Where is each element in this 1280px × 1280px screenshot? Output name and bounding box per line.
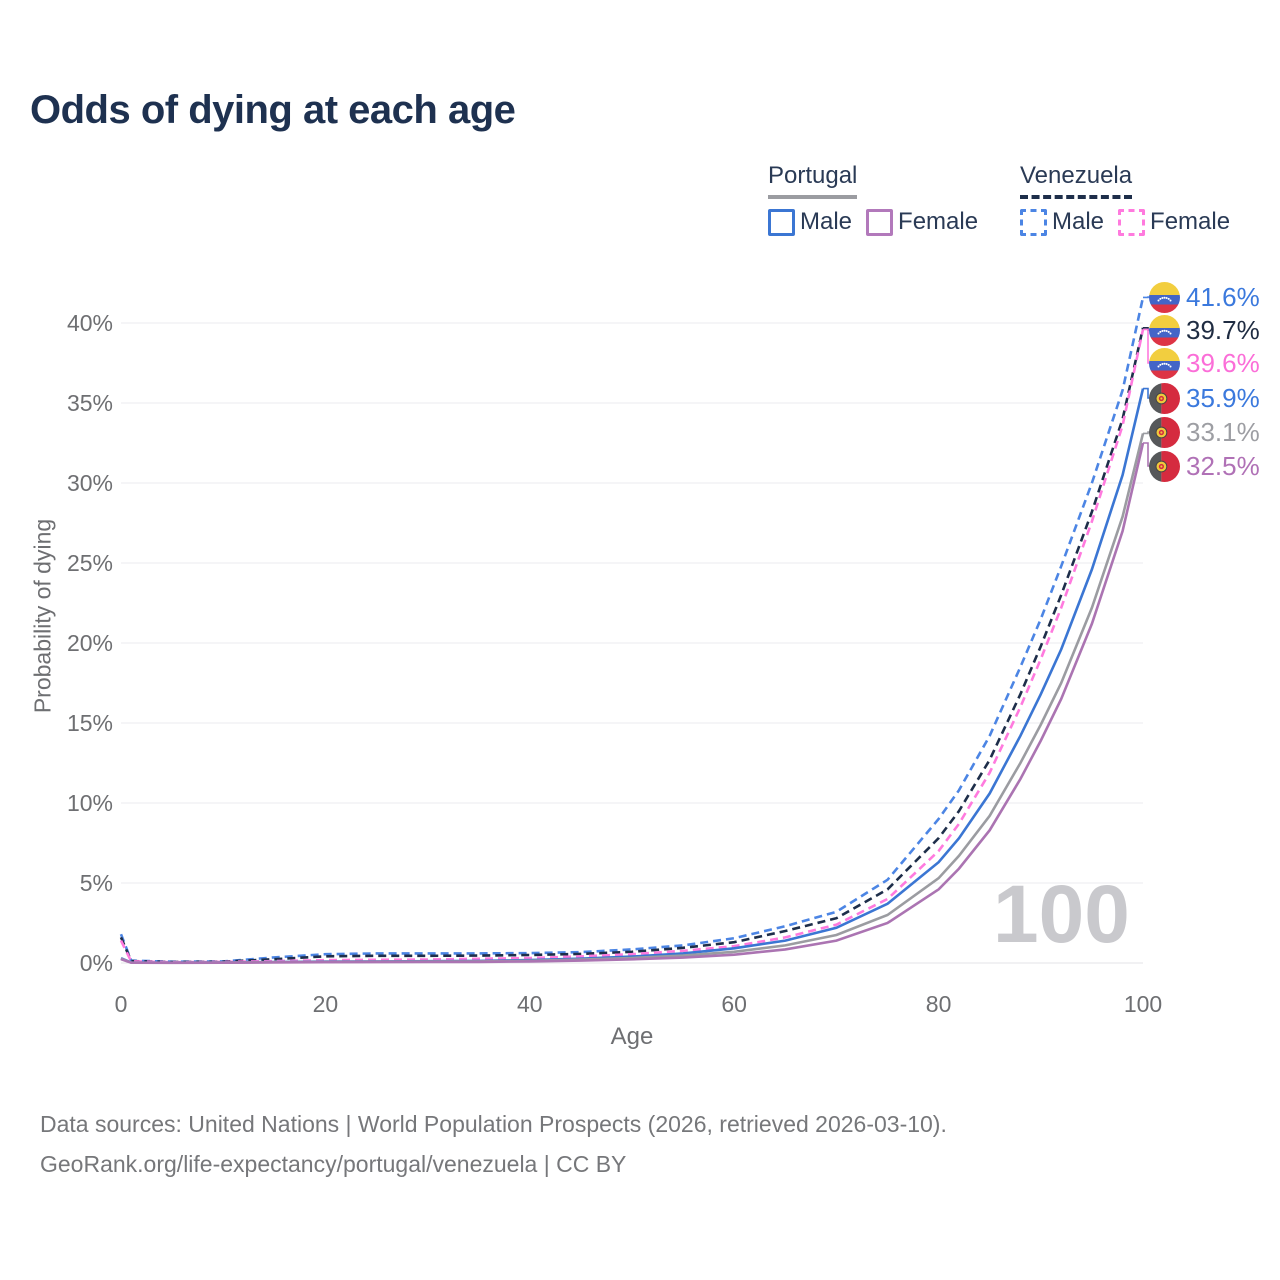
- legend-group-portugal: Portugal Male Female: [768, 162, 992, 236]
- legend-checkbox-portugal-female-icon[interactable]: [866, 208, 894, 236]
- y-axis-title: Probability of dying: [29, 518, 56, 714]
- y-axis-tick-label: 30%: [66, 470, 113, 496]
- legend-label-portugal-male[interactable]: Male: [800, 208, 853, 235]
- end-value-portugal-male: 35.9%: [1186, 382, 1260, 413]
- age-watermark: 100: [993, 869, 1130, 960]
- x-axis-tick-label: 80: [925, 991, 952, 1017]
- y-axis-tick-label: 20%: [66, 630, 113, 656]
- legend-label-portugal-female[interactable]: Female: [898, 208, 979, 235]
- venezuela-flag-icon: [1149, 314, 1180, 346]
- legend-country-portugal[interactable]: Portugal: [768, 162, 858, 199]
- y-axis-tick-label: 10%: [66, 790, 113, 816]
- series-line-portugal-female[interactable]: [120, 442, 1145, 965]
- x-axis-title: Age: [610, 1023, 654, 1050]
- series-line-venezuela-all[interactable]: [119, 327, 1145, 964]
- footer-attribution[interactable]: GeoRank.org/life-expectancy/portugal/ven…: [40, 1151, 627, 1177]
- legend-group-venezuela: Venezuela Male Female: [1020, 162, 1244, 236]
- x-axis-tick-label: 100: [1123, 991, 1163, 1017]
- x-axis-tick-label: 40: [517, 991, 543, 1017]
- y-axis-tick-label: 5%: [79, 870, 113, 896]
- end-label-portugal-female: 32.5%: [1149, 450, 1260, 482]
- end-value-portugal-female: 32.5%: [1186, 450, 1260, 481]
- portugal-flag-icon: [1149, 416, 1180, 448]
- legend-checkbox-venezuela-male-icon[interactable]: [1020, 208, 1047, 236]
- x-axis-tick-label: 60: [721, 991, 747, 1017]
- footer-data-sources: Data sources: United Nations | World Pop…: [40, 1111, 947, 1137]
- end-label-venezuela-female: 39.6%: [1149, 347, 1260, 379]
- series-line-portugal-male[interactable]: [120, 388, 1145, 965]
- x-axis-tick-label: 20: [312, 991, 339, 1017]
- end-value-portugal-all: 33.1%: [1186, 416, 1260, 447]
- venezuela-flag-icon: [1149, 281, 1180, 313]
- legend-label-venezuela-female[interactable]: Female: [1150, 208, 1231, 235]
- portugal-flag-icon: [1149, 382, 1180, 414]
- end-label-venezuela-all: 39.7%: [1149, 314, 1260, 346]
- footer: Data sources: United Nations | World Pop…: [40, 1104, 947, 1184]
- legend-label-venezuela-male[interactable]: Male: [1052, 208, 1105, 235]
- y-axis-tick-label: 25%: [66, 550, 113, 576]
- legend-country-venezuela[interactable]: Venezuela: [1020, 162, 1133, 199]
- series-line-venezuela-female[interactable]: [119, 329, 1145, 964]
- page-title: Odds of dying at each age: [30, 88, 516, 132]
- end-value-venezuela-all: 39.7%: [1186, 314, 1260, 345]
- end-label-portugal-male: 35.9%: [1149, 382, 1260, 414]
- venezuela-flag-icon: [1149, 347, 1180, 379]
- portugal-flag-icon: [1149, 450, 1180, 482]
- series-line-venezuela-male[interactable]: [119, 297, 1145, 964]
- legend-checkbox-venezuela-female-icon[interactable]: [1118, 208, 1146, 236]
- y-axis-tick-label: 35%: [66, 390, 113, 416]
- end-label-venezuela-male: 41.6%: [1149, 281, 1260, 313]
- legend-checkbox-portugal-male-icon[interactable]: [768, 208, 795, 236]
- y-axis-tick-label: 40%: [66, 310, 113, 336]
- x-axis-tick-label: 0: [114, 991, 128, 1017]
- end-value-venezuela-female: 39.6%: [1186, 347, 1260, 378]
- y-axis-tick-label: 0%: [79, 950, 113, 976]
- end-value-venezuela-male: 41.6%: [1186, 281, 1260, 312]
- y-axis-tick-label: 15%: [66, 710, 113, 736]
- end-label-portugal-all: 33.1%: [1149, 416, 1260, 448]
